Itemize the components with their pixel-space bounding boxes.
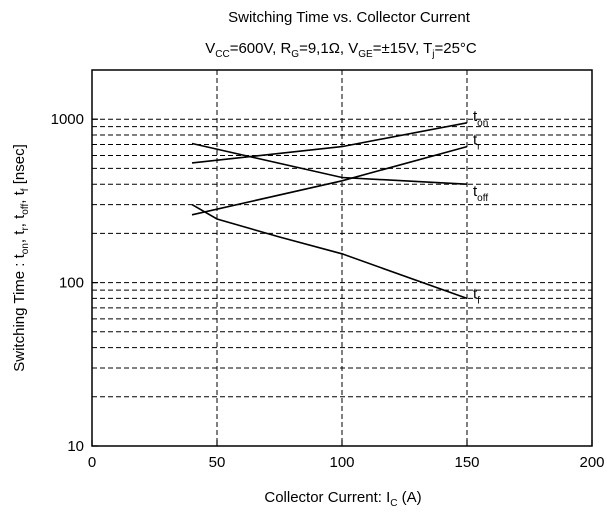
data-series bbox=[192, 123, 467, 299]
x-tick-label: 100 bbox=[329, 454, 354, 471]
series-label-t-on: ton bbox=[473, 108, 488, 129]
series-line-t-off bbox=[192, 144, 467, 185]
y-tick-label: 1000 bbox=[51, 111, 84, 128]
x-tick-label: 200 bbox=[579, 454, 604, 471]
chart-subtitle: VCC=600V, RG=9,1Ω, VGE=±15V, Tj=25°C bbox=[205, 40, 477, 60]
x-tick-label: 0 bbox=[88, 454, 96, 471]
grid-lines bbox=[92, 70, 592, 446]
series-label-t-f: tf bbox=[473, 285, 480, 306]
series-label-t-off: toff bbox=[473, 183, 488, 204]
x-axis-label: Collector Current: IC (A) bbox=[264, 489, 421, 509]
axis-ticks: 0 50 100 150 200 10 100 1000 bbox=[51, 111, 605, 471]
series-line-t-f bbox=[192, 205, 467, 299]
x-tick-label: 150 bbox=[454, 454, 479, 471]
y-tick-label: 100 bbox=[59, 275, 84, 292]
chart-title: Switching Time vs. Collector Current bbox=[228, 9, 471, 26]
y-axis-label: Switching Time : ton, tr, toff, tf [nsec… bbox=[11, 144, 31, 371]
x-tick-label: 50 bbox=[209, 454, 226, 471]
series-line-t-on bbox=[192, 123, 467, 163]
y-tick-label: 10 bbox=[67, 438, 84, 455]
series-line-t-r bbox=[192, 147, 467, 215]
